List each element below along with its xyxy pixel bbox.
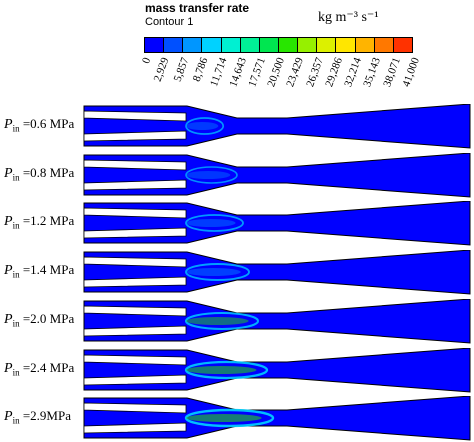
legend-subtitle: Contour 1 <box>145 16 194 28</box>
colorbar-segment <box>259 38 279 52</box>
colorbar-tick-label: 35,143 <box>361 55 384 89</box>
nozzle-contour <box>83 396 471 441</box>
nozzle-wall-upper <box>83 110 187 122</box>
pressure-label: Pin =2.9MPa <box>4 408 71 426</box>
colorbar-tick-label: 41,000 <box>400 55 422 89</box>
pressure-label: Pin =2.0 MPa <box>4 310 75 329</box>
colorbar-segment <box>221 38 241 52</box>
mass-transfer-core <box>186 170 231 179</box>
flow-domain <box>83 104 471 149</box>
mass-transfer-plume <box>185 214 244 233</box>
pressure-label: Pin =1.2 MPa <box>4 213 75 231</box>
flow-domain <box>83 298 471 344</box>
pressure-label: Pin =0.6 MPa <box>4 116 75 134</box>
colorbar-tick-label: 5,857 <box>171 55 192 84</box>
nozzle-contour <box>83 152 471 198</box>
colorbar-tick-label: 0 <box>139 55 153 66</box>
mass-transfer-core <box>186 268 241 277</box>
nozzle-wall-upper <box>83 159 187 171</box>
mass-transfer-core <box>186 365 257 374</box>
colorbar-segment <box>202 38 222 52</box>
nozzle-wall-lower <box>83 374 187 385</box>
mass-transfer-core <box>186 219 236 228</box>
nozzle-wall-lower <box>83 276 187 288</box>
nozzle-contour <box>83 347 471 393</box>
colorbar-segment <box>164 38 184 52</box>
colorbar-segment <box>317 38 337 52</box>
colorbar-segment <box>393 38 412 52</box>
colorbar-tick-label: 2,929 <box>152 55 172 84</box>
nozzle-contour <box>83 298 471 344</box>
colorbar-segment <box>278 38 299 52</box>
legend-title: mass transfer rate <box>145 1 250 15</box>
mass-transfer-core <box>186 316 249 325</box>
nozzle-wall-lower <box>83 130 187 142</box>
nozzle-contour <box>83 104 471 149</box>
colorbar-segment <box>374 38 394 52</box>
nozzle-wall-upper <box>83 256 187 268</box>
pressure-label: Pin =2.4 MPa <box>4 359 75 378</box>
mass-transfer-core <box>186 414 262 423</box>
nozzle-wall-upper <box>83 402 187 414</box>
colorbar-segment <box>145 38 165 52</box>
nozzle-wall-lower <box>83 422 187 434</box>
colorbar-tick-label: 23,429 <box>284 55 307 89</box>
mass-transfer-plume <box>185 117 225 135</box>
nozzle-contour <box>83 201 471 246</box>
colorbar <box>144 37 413 53</box>
nozzle-wall-lower <box>83 227 187 239</box>
legend-units: kg m⁻³ s⁻¹ <box>318 10 379 25</box>
nozzle-wall-upper <box>83 305 187 317</box>
flow-domain <box>83 152 471 198</box>
nozzle-wall-upper <box>83 354 187 365</box>
pressure-label: Pin =1.4 MPa <box>4 262 75 280</box>
nozzle-wall-lower <box>83 179 187 191</box>
colorbar-segment <box>240 38 260 52</box>
colorbar-segment <box>298 38 318 52</box>
colorbar-segment <box>183 38 203 52</box>
colorbar-tick-label: 11,714 <box>208 55 230 89</box>
mass-transfer-plume <box>184 311 260 330</box>
colorbar-segment <box>336 38 356 52</box>
flow-domain <box>83 396 471 441</box>
nozzle-contour <box>83 250 471 295</box>
mass-transfer-plume <box>185 263 250 282</box>
nozzle-wall-upper <box>83 207 187 219</box>
colorbar-segment <box>355 38 375 52</box>
flow-domain <box>83 250 471 295</box>
flow-domain <box>83 347 471 393</box>
colorbar-tick-label: 8,786 <box>190 55 211 84</box>
nozzle-wall-lower <box>83 325 187 337</box>
flow-domain <box>83 201 471 246</box>
pressure-label: Pin =0.8 MPa <box>4 164 75 183</box>
mass-transfer-plume <box>185 165 238 184</box>
mass-transfer-core <box>186 122 219 130</box>
